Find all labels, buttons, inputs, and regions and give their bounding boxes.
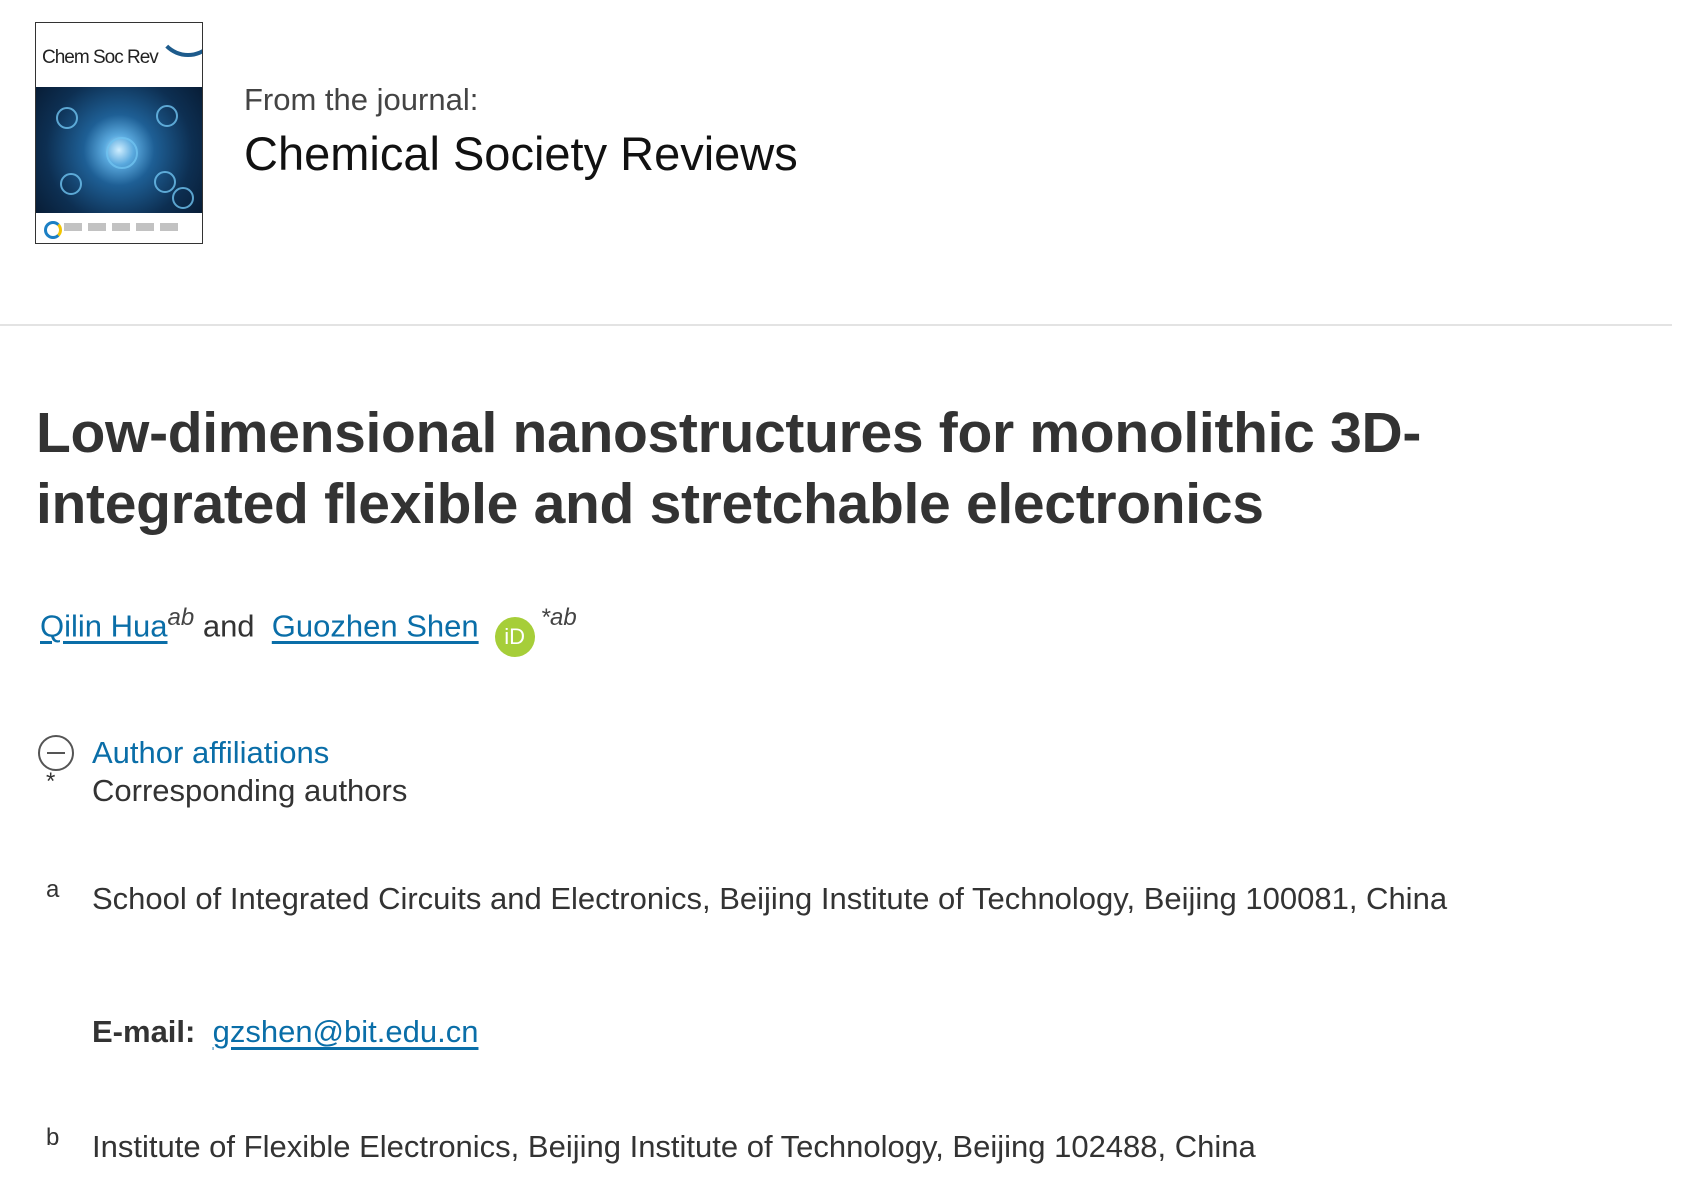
collapse-minus-icon[interactable] xyxy=(38,735,74,771)
authors-conjunction: and xyxy=(202,608,255,644)
cover-arc-decoration xyxy=(156,23,202,57)
author-affiliations-toggle[interactable]: Author affiliations xyxy=(38,735,329,771)
cover-footer-text xyxy=(64,223,184,231)
affiliation-b: b Institute of Flexible Electronics, Beij… xyxy=(46,1124,1256,1165)
corresponding-authors-note: * Corresponding authors xyxy=(46,768,407,809)
author-link-guozhen-shen[interactable]: Guozhen Shen xyxy=(271,608,479,644)
author-affiliation-sup: ab xyxy=(167,604,195,631)
rsc-logo-icon xyxy=(44,221,62,239)
article-title: Low-dimensional nanostructures for monol… xyxy=(36,401,1422,536)
affiliation-mark: a xyxy=(46,876,60,903)
from-journal-label: From the journal: xyxy=(244,82,479,117)
affiliation-email-row: E-mail: gzshen@bit.edu.cn xyxy=(92,1014,478,1050)
header-divider xyxy=(0,324,1672,326)
email-link[interactable]: gzshen@bit.edu.cn xyxy=(212,1014,479,1049)
email-label: E-mail: xyxy=(92,1014,196,1049)
asterisk-mark: * xyxy=(46,768,56,795)
corresponding-authors-text: Corresponding authors xyxy=(92,773,408,808)
journal-name[interactable]: Chemical Society Reviews xyxy=(244,127,798,180)
orcid-icon[interactable]: iD xyxy=(494,617,535,658)
affiliation-mark: b xyxy=(46,1124,60,1151)
author-affiliations-label[interactable]: Author affiliations xyxy=(92,735,330,770)
cover-logo-text: Chem Soc Rev xyxy=(42,47,159,68)
author-list: Qilin Huaab and Guozhen Shen iD*ab xyxy=(40,604,577,658)
author-link-qilin-hua[interactable]: Qilin Hua xyxy=(40,608,168,644)
author-affiliation-sup: *ab xyxy=(540,604,577,631)
affiliation-text: Institute of Flexible Electronics, Beiji… xyxy=(92,1129,1256,1164)
journal-cover-image[interactable]: Chem Soc Rev xyxy=(35,22,203,244)
affiliation-text: School of Integrated Circuits and Electr… xyxy=(92,881,1448,916)
affiliation-a: a School of Integrated Circuits and Elect… xyxy=(46,876,1447,917)
cover-artwork xyxy=(36,87,202,213)
